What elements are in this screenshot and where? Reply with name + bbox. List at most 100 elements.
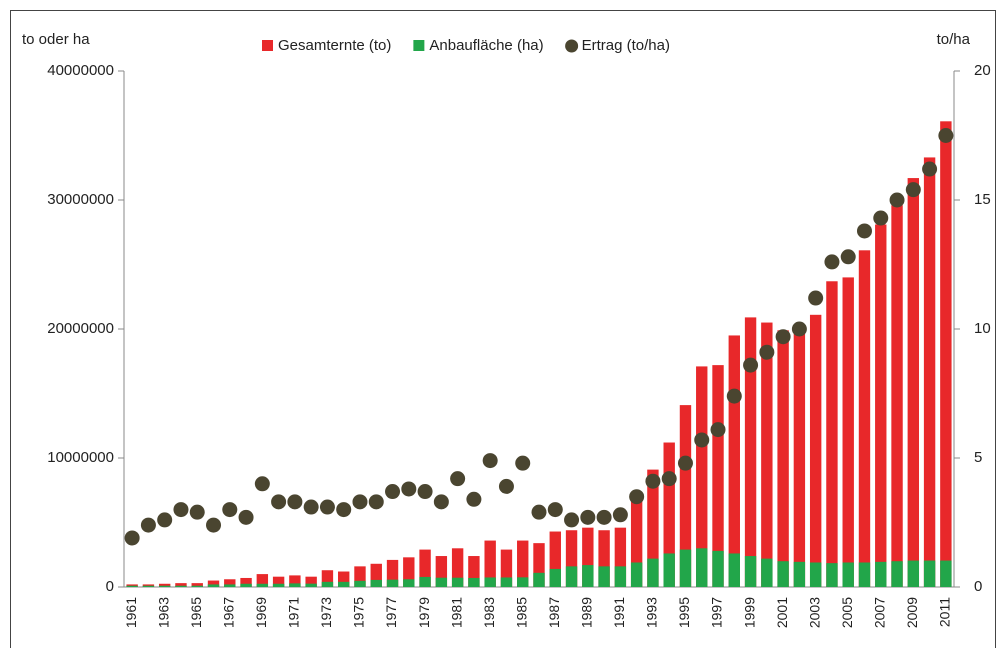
bar: [158, 585, 171, 587]
x-tick-label: 2007: [871, 597, 887, 628]
dot: [238, 509, 254, 525]
dot: [629, 489, 645, 505]
dot: [791, 321, 807, 337]
bar: [696, 548, 708, 587]
bar: [142, 584, 155, 587]
bar: [761, 558, 773, 587]
x-tick-label: 1973: [318, 597, 334, 628]
dot: [564, 512, 580, 528]
dot: [905, 182, 921, 198]
bar: [891, 205, 903, 587]
legend-label: Ertrag (to/ha): [582, 37, 670, 54]
dot: [385, 484, 401, 500]
bar: [614, 527, 627, 587]
bar: [305, 576, 317, 587]
bar: [809, 314, 822, 587]
bar: [614, 566, 627, 587]
bar: [630, 562, 643, 587]
dot: [694, 432, 710, 448]
x-tick-label: 1995: [676, 597, 692, 628]
x-tick-label: 2009: [904, 597, 920, 628]
bar: [907, 560, 920, 587]
bar: [191, 585, 203, 587]
legend-swatch: [262, 40, 273, 51]
bar: [207, 580, 220, 587]
dot: [710, 422, 726, 438]
dot: [759, 344, 775, 360]
dot: [808, 290, 824, 306]
bar: [923, 560, 936, 587]
bar: [940, 121, 952, 587]
bar: [500, 549, 513, 587]
bar: [858, 250, 871, 587]
bar: [256, 583, 269, 587]
x-tick-label: 1961: [123, 597, 139, 628]
bar: [191, 583, 203, 587]
bar: [403, 579, 415, 587]
bar: [533, 572, 545, 587]
bar: [647, 469, 659, 587]
dot: [401, 481, 417, 497]
bar: [809, 562, 822, 587]
bar: [826, 563, 838, 587]
bar: [289, 583, 301, 587]
bar: [761, 322, 773, 587]
bar: [321, 581, 334, 587]
y2-tick-label: 20: [974, 62, 991, 79]
bar: [777, 330, 789, 587]
bar: [126, 584, 138, 587]
bar: [240, 577, 252, 587]
bar: [468, 556, 480, 587]
dot: [515, 455, 531, 471]
dot: [271, 494, 287, 510]
x-tick-label: 2003: [806, 597, 822, 628]
legend-label: Gesamternte (to): [278, 37, 391, 54]
bar: [565, 530, 578, 587]
dot: [677, 455, 693, 471]
dot: [450, 471, 466, 487]
bar: [338, 571, 350, 587]
x-tick-label: 1965: [188, 597, 204, 628]
bar: [598, 566, 610, 587]
bar: [696, 366, 708, 587]
dot: [743, 357, 759, 373]
bar: [224, 584, 236, 587]
bar: [647, 558, 659, 587]
dot: [612, 507, 628, 523]
bar: [305, 583, 317, 587]
frame: [10, 10, 996, 648]
x-tick-label: 2005: [839, 597, 855, 628]
bar: [517, 577, 529, 587]
bar: [744, 556, 757, 587]
y-tick-label: 20000000: [47, 320, 114, 337]
bar: [435, 556, 448, 587]
x-tick-label: 1979: [416, 597, 432, 628]
bar: [907, 178, 920, 587]
bar: [712, 550, 724, 587]
bar: [500, 577, 513, 587]
bar: [468, 577, 480, 587]
dot: [173, 502, 189, 518]
dot: [498, 478, 514, 494]
bar: [549, 531, 561, 587]
dot: [547, 502, 563, 518]
dot: [645, 473, 661, 489]
y-axis-title: to oder ha: [22, 31, 90, 48]
bar: [679, 405, 692, 587]
bar: [533, 543, 545, 587]
bar: [256, 574, 269, 587]
bar: [549, 568, 561, 587]
dot: [319, 499, 335, 515]
bar: [842, 277, 854, 587]
dot: [775, 329, 791, 345]
bar: [338, 581, 350, 587]
bar: [289, 575, 301, 587]
bar: [175, 583, 187, 587]
dot: [157, 512, 173, 528]
y-tick-label: 40000000: [47, 62, 114, 79]
bar: [126, 585, 138, 587]
x-tick-label: 1969: [253, 597, 269, 628]
bar: [224, 579, 236, 587]
bar: [777, 561, 789, 587]
x-tick-label: 1981: [448, 597, 464, 628]
